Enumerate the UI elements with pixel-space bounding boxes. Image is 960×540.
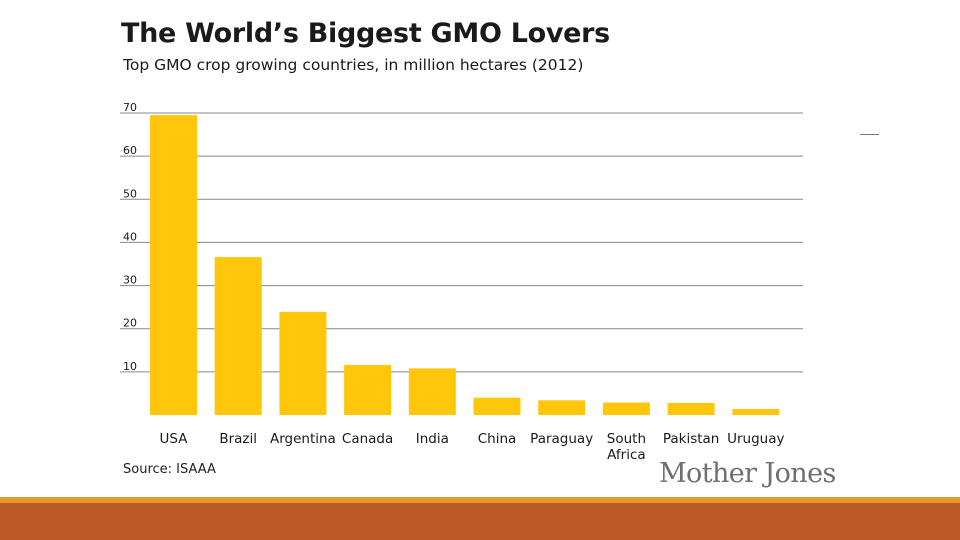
x-category-label: Pakistan — [663, 431, 720, 447]
chart-subtitle: Top GMO crop growing countries, in milli… — [123, 56, 584, 74]
x-category-label-line: Pakistan — [663, 431, 720, 447]
y-tick-label: 20 — [123, 317, 137, 330]
x-category-label-line: China — [478, 431, 517, 447]
footer-band-thick — [0, 503, 960, 540]
mother-jones-logo: Mother Jones — [659, 458, 836, 489]
y-tick-label: 40 — [123, 230, 137, 243]
x-category-label-line: Africa — [607, 447, 646, 463]
x-category-label: South Africa — [607, 431, 646, 463]
bar-china — [473, 397, 521, 415]
x-axis-labels: USA Brazil Argentina Canada India China Paragu… — [160, 431, 785, 463]
y-tick-label: 60 — [123, 144, 137, 157]
bar-paraguay — [538, 400, 586, 415]
bar-pakistan — [667, 402, 715, 415]
y-tick-label: 70 — [123, 101, 137, 114]
x-category-label-line: Brazil — [219, 431, 257, 447]
x-category-label: China — [478, 431, 517, 447]
x-category-label-line: Canada — [342, 431, 393, 447]
y-tick-label: 10 — [123, 360, 137, 373]
bar-argentina — [279, 311, 327, 415]
x-category-label-line: USA — [160, 431, 189, 447]
bar-south-africa — [602, 402, 650, 415]
x-category-label: Paraguay — [530, 431, 593, 447]
x-category-label-line: South — [607, 431, 646, 447]
x-category-label: India — [416, 431, 449, 447]
y-tick-label: 50 — [123, 187, 137, 200]
decorative-dash — [860, 134, 879, 135]
bar-canada — [344, 364, 392, 415]
x-category-label-line: Argentina — [270, 431, 336, 447]
x-category-label-line: Paraguay — [530, 431, 593, 447]
y-tick-label: 30 — [123, 274, 137, 287]
bar-india — [408, 368, 456, 415]
x-category-label: Argentina — [270, 431, 336, 447]
x-category-label: Uruguay — [727, 431, 784, 447]
bars — [150, 115, 780, 416]
x-category-label: Brazil — [219, 431, 257, 447]
x-category-label-line: Uruguay — [727, 431, 784, 447]
bar-uruguay — [732, 408, 780, 415]
bar-brazil — [214, 257, 262, 415]
x-category-label: Canada — [342, 431, 393, 447]
y-axis-ticks: 10 20 30 40 50 60 70 — [123, 101, 137, 373]
x-category-label-line: India — [416, 431, 449, 447]
chart-title: The World’s Biggest GMO Lovers — [121, 18, 610, 49]
footer-band-thin — [0, 497, 960, 503]
source-note: Source: ISAAA — [123, 462, 216, 477]
gridlines — [120, 112, 803, 373]
x-category-label: USA — [160, 431, 189, 447]
bar-usa — [150, 115, 197, 416]
